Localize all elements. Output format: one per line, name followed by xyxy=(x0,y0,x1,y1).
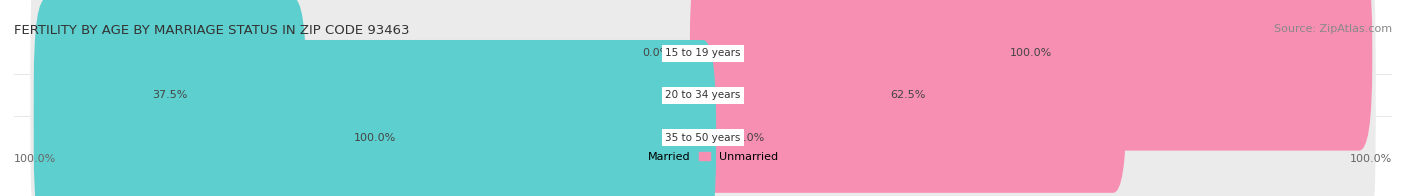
Legend: Married, Unmarried: Married, Unmarried xyxy=(623,147,783,166)
Text: Source: ZipAtlas.com: Source: ZipAtlas.com xyxy=(1274,24,1392,34)
FancyBboxPatch shape xyxy=(31,19,1375,196)
Text: 0.0%: 0.0% xyxy=(643,48,671,58)
FancyBboxPatch shape xyxy=(31,0,1375,172)
Text: 35 to 50 years: 35 to 50 years xyxy=(665,132,741,142)
FancyBboxPatch shape xyxy=(690,0,1372,151)
Text: FERTILITY BY AGE BY MARRIAGE STATUS IN ZIP CODE 93463: FERTILITY BY AGE BY MARRIAGE STATUS IN Z… xyxy=(14,24,409,37)
FancyBboxPatch shape xyxy=(31,0,1375,196)
Text: 100.0%: 100.0% xyxy=(1010,48,1052,58)
FancyBboxPatch shape xyxy=(34,40,716,196)
Text: 62.5%: 62.5% xyxy=(890,90,925,100)
FancyBboxPatch shape xyxy=(690,0,1126,193)
Text: 15 to 19 years: 15 to 19 years xyxy=(665,48,741,58)
Text: 37.5%: 37.5% xyxy=(152,90,187,100)
Text: 0.0%: 0.0% xyxy=(735,132,763,142)
Text: 100.0%: 100.0% xyxy=(354,132,396,142)
FancyBboxPatch shape xyxy=(34,0,307,193)
Text: 100.0%: 100.0% xyxy=(14,154,56,164)
Text: 20 to 34 years: 20 to 34 years xyxy=(665,90,741,100)
Text: 100.0%: 100.0% xyxy=(1350,154,1392,164)
